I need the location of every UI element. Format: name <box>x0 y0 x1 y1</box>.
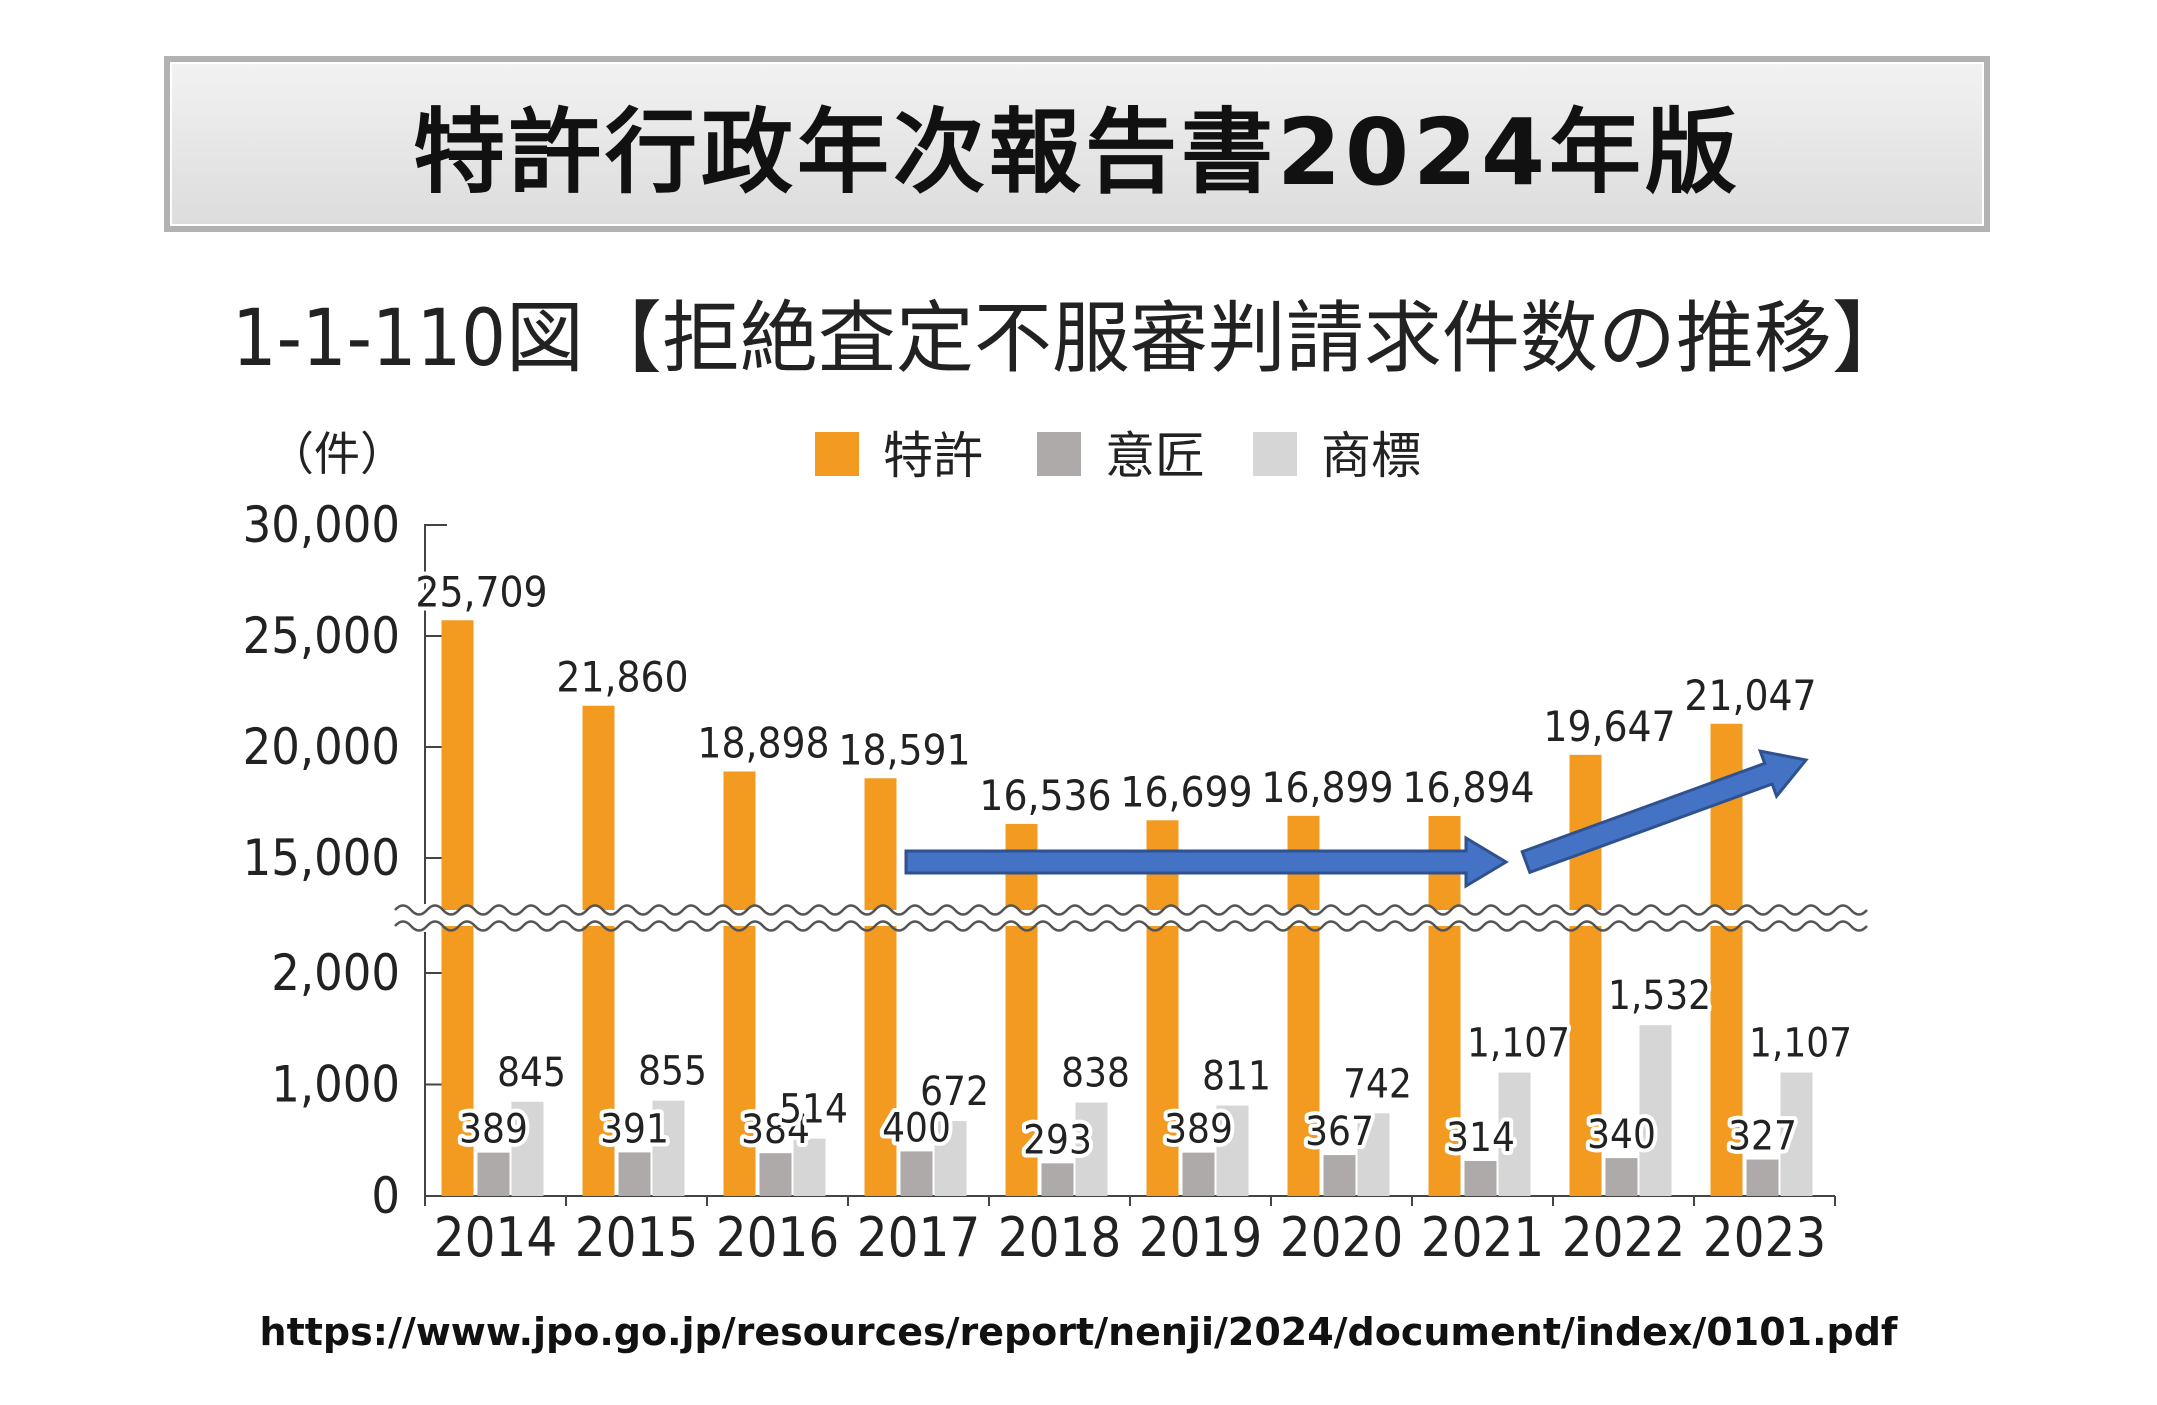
bar-0 <box>1428 815 1461 1196</box>
y-tick-label-lower: 0 <box>371 1167 400 1225</box>
data-label-design: 400 <box>882 1105 951 1151</box>
legend-swatch-2 <box>1253 432 1297 476</box>
legend-label-2: 商標 <box>1321 427 1421 485</box>
bar-0 <box>864 778 897 1196</box>
bar-1 <box>1464 1160 1497 1196</box>
bar-1 <box>759 1153 792 1196</box>
axis-break-line-bottom <box>394 920 1868 932</box>
x-tick-label: 2019 <box>1139 1206 1263 1269</box>
x-tick-label: 2016 <box>716 1206 840 1269</box>
bar-2 <box>511 1101 544 1196</box>
bar-1 <box>1605 1158 1638 1196</box>
data-label-patent: 16,899 <box>1261 763 1393 812</box>
data-label-trademark: 838 <box>1061 1051 1130 1097</box>
bar-1 <box>618 1152 651 1196</box>
x-tick-label: 2020 <box>1280 1206 1404 1269</box>
x-tick-label: 2014 <box>434 1206 558 1269</box>
data-label-trademark: 742 <box>1343 1061 1412 1107</box>
bar-2 <box>1075 1102 1108 1196</box>
data-label-design: 389 <box>1164 1107 1233 1153</box>
bar-0 <box>1146 820 1179 1196</box>
data-label-trademark: 514 <box>779 1087 848 1133</box>
data-label-design: 389 <box>459 1107 528 1153</box>
x-tick-label: 2023 <box>1703 1206 1827 1269</box>
bar-0 <box>1287 815 1320 1196</box>
bar-1 <box>1323 1155 1356 1196</box>
axis-break-fill <box>395 910 1855 926</box>
data-label-trademark: 672 <box>920 1069 989 1115</box>
data-label-patent: 16,894 <box>1402 763 1534 812</box>
data-label-design: 367 <box>1305 1109 1374 1155</box>
x-tick-label: 2022 <box>1562 1206 1686 1269</box>
data-label-design: 314 <box>1446 1115 1515 1161</box>
data-label-design: 327 <box>1728 1114 1797 1160</box>
bar-0 <box>1005 823 1038 1196</box>
data-label-patent: 16,536 <box>979 771 1111 820</box>
data-label-trademark: 811 <box>1202 1054 1271 1100</box>
legend-swatch-1 <box>1037 432 1081 476</box>
legend-label-0: 特許 <box>883 427 983 485</box>
y-tick-label-upper: 25,000 <box>243 607 400 665</box>
bar-1 <box>477 1152 510 1196</box>
bar-1 <box>1182 1152 1215 1196</box>
y-unit-label: （件） <box>268 427 406 481</box>
axis-break-line-top <box>394 904 1868 916</box>
data-label-design: 391 <box>600 1106 669 1152</box>
y-tick-label-upper: 15,000 <box>243 829 400 887</box>
bar-2 <box>652 1100 685 1196</box>
bar-2 <box>1216 1105 1249 1196</box>
y-tick-label-lower: 1,000 <box>271 1056 400 1114</box>
x-tick-label: 2015 <box>575 1206 699 1269</box>
data-label-patent: 18,898 <box>697 718 829 767</box>
data-label-trademark: 1,107 <box>1749 1021 1852 1067</box>
data-label-patent: 25,709 <box>415 567 547 616</box>
bar-2 <box>1498 1072 1531 1196</box>
title-banner: 特許行政年次報告書2024年版 <box>164 56 1990 232</box>
bar-0 <box>723 771 756 1196</box>
data-label-patent: 21,860 <box>556 653 688 702</box>
data-label-trademark: 1,107 <box>1467 1021 1570 1067</box>
source-url: https://www.jpo.go.jp/resources/report/n… <box>259 1310 1898 1354</box>
y-tick-label-upper: 30,000 <box>243 496 400 554</box>
bar-2 <box>1780 1072 1813 1196</box>
bar-1 <box>1746 1159 1779 1196</box>
bar-2 <box>1357 1113 1390 1196</box>
trend-arrow-increase <box>1520 749 1809 875</box>
data-label-design: 384 <box>741 1107 810 1153</box>
data-label-design: 340 <box>1587 1112 1656 1158</box>
y-tick-label-upper: 20,000 <box>243 718 400 776</box>
data-label-patent: 21,047 <box>1684 671 1816 720</box>
bar-0 <box>582 705 615 1196</box>
data-label-trademark: 1,532 <box>1608 973 1711 1019</box>
legend-label-1: 意匠 <box>1105 427 1205 485</box>
data-label-patent: 18,591 <box>838 725 970 774</box>
x-tick-label: 2021 <box>1421 1206 1545 1269</box>
y-tick-label-lower: 2,000 <box>271 944 400 1002</box>
data-label-trademark: 855 <box>638 1049 707 1095</box>
page-title: 特許行政年次報告書2024年版 <box>412 98 1742 206</box>
bar-chart: 1-1-110図【拒絶査定不服審判請求件数の推移】 （件） 特許 意匠 商標 15,0… <box>232 294 1910 1269</box>
bar-1 <box>900 1151 933 1196</box>
bar-2 <box>793 1138 826 1196</box>
data-label-design: 293 <box>1023 1117 1092 1163</box>
data-label-patent: 16,699 <box>1120 767 1252 816</box>
data-label-patent: 19,647 <box>1543 702 1675 751</box>
x-tick-label: 2018 <box>998 1206 1122 1269</box>
bar-1 <box>1041 1163 1074 1196</box>
figure-title: 1-1-110図【拒絶査定不服審判請求件数の推移】 <box>232 294 1910 384</box>
bar-2 <box>934 1121 967 1196</box>
bar-2 <box>1639 1025 1672 1196</box>
data-label-trademark: 845 <box>497 1050 566 1096</box>
x-tick-label: 2017 <box>857 1206 981 1269</box>
legend-swatch-0 <box>815 432 859 476</box>
trend-arrow-flat <box>904 835 1509 889</box>
